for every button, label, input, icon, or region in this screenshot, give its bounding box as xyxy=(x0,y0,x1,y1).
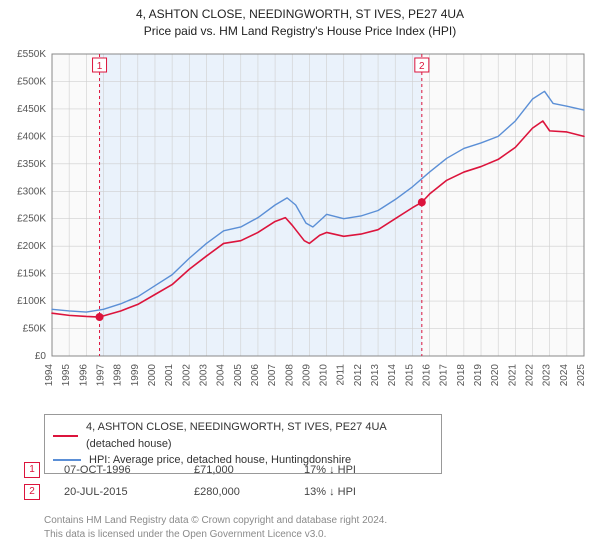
svg-text:2008: 2008 xyxy=(284,364,295,387)
sale-delta-1: 13% ↓ HPI xyxy=(304,486,414,498)
svg-text:£100K: £100K xyxy=(17,296,46,307)
sale-date-1: 20-JUL-2015 xyxy=(64,486,194,498)
sale-rows: 1 07-OCT-1996 £71,000 17% ↓ HPI 2 20-JUL… xyxy=(24,462,584,506)
svg-text:£500K: £500K xyxy=(17,76,46,87)
svg-text:2017: 2017 xyxy=(439,364,450,387)
svg-text:1994: 1994 xyxy=(44,364,55,387)
svg-text:£450K: £450K xyxy=(17,104,46,115)
svg-text:1997: 1997 xyxy=(95,364,106,387)
attribution: Contains HM Land Registry data © Crown c… xyxy=(44,514,564,542)
svg-text:1996: 1996 xyxy=(78,364,89,387)
svg-text:2021: 2021 xyxy=(507,364,518,387)
svg-text:2015: 2015 xyxy=(404,364,415,387)
attribution-line2: This data is licensed under the Open Gov… xyxy=(44,528,564,542)
svg-text:£400K: £400K xyxy=(17,131,46,142)
svg-text:2009: 2009 xyxy=(301,364,312,387)
svg-text:2011: 2011 xyxy=(336,364,347,386)
chart: £0 £50K £100K £150K £200K £250K £300K £350K £400… xyxy=(8,44,592,404)
sale-delta-0: 17% ↓ HPI xyxy=(304,464,414,476)
attribution-line1: Contains HM Land Registry data © Crown c… xyxy=(44,514,564,528)
title-line2: Price paid vs. HM Land Registry's House … xyxy=(0,23,600,40)
svg-text:2004: 2004 xyxy=(216,364,227,387)
svg-text:2: 2 xyxy=(419,61,425,72)
svg-text:1998: 1998 xyxy=(113,364,124,387)
svg-text:£0: £0 xyxy=(35,351,47,362)
svg-text:2012: 2012 xyxy=(353,364,364,387)
svg-text:2016: 2016 xyxy=(422,364,433,387)
legend-swatch-1 xyxy=(53,459,81,461)
sale-badge-0: 1 xyxy=(24,462,40,478)
svg-text:2007: 2007 xyxy=(267,364,278,387)
svg-text:2020: 2020 xyxy=(490,364,501,387)
sale-date-0: 07-OCT-1996 xyxy=(64,464,194,476)
legend-swatch-0 xyxy=(53,435,78,437)
svg-text:£200K: £200K xyxy=(17,241,46,252)
svg-text:2001: 2001 xyxy=(164,364,175,387)
svg-text:2014: 2014 xyxy=(387,364,398,387)
svg-text:£150K: £150K xyxy=(17,269,46,280)
svg-text:2002: 2002 xyxy=(181,364,192,387)
title-line1: 4, ASHTON CLOSE, NEEDINGWORTH, ST IVES, … xyxy=(0,6,600,23)
title-block: 4, ASHTON CLOSE, NEEDINGWORTH, ST IVES, … xyxy=(0,0,600,40)
sale-row-0: 1 07-OCT-1996 £71,000 17% ↓ HPI xyxy=(24,462,584,478)
svg-text:1: 1 xyxy=(97,61,103,72)
sale-price-0: £71,000 xyxy=(194,464,304,476)
sale-row-1: 2 20-JUL-2015 £280,000 13% ↓ HPI xyxy=(24,484,584,500)
chart-svg: £0 £50K £100K £150K £200K £250K £300K £350K £400… xyxy=(8,44,592,404)
svg-text:£300K: £300K xyxy=(17,186,46,197)
svg-text:2010: 2010 xyxy=(319,364,330,387)
chart-container: 4, ASHTON CLOSE, NEEDINGWORTH, ST IVES, … xyxy=(0,0,600,560)
svg-text:2000: 2000 xyxy=(147,364,158,387)
svg-text:2005: 2005 xyxy=(233,364,244,387)
svg-text:£550K: £550K xyxy=(17,49,46,60)
svg-text:1995: 1995 xyxy=(61,364,72,387)
svg-text:1999: 1999 xyxy=(130,364,141,387)
svg-text:£350K: £350K xyxy=(17,159,46,170)
svg-text:£50K: £50K xyxy=(23,324,47,335)
svg-text:2022: 2022 xyxy=(525,364,536,387)
svg-text:2024: 2024 xyxy=(559,364,570,387)
legend-row-0: 4, ASHTON CLOSE, NEEDINGWORTH, ST IVES, … xyxy=(53,419,433,452)
legend-label-0: 4, ASHTON CLOSE, NEEDINGWORTH, ST IVES, … xyxy=(86,419,433,452)
sale-badge-1: 2 xyxy=(24,484,40,500)
svg-text:2013: 2013 xyxy=(370,364,381,387)
svg-text:2003: 2003 xyxy=(198,364,209,387)
svg-text:£250K: £250K xyxy=(17,214,46,225)
svg-text:2006: 2006 xyxy=(250,364,261,387)
svg-text:2018: 2018 xyxy=(456,364,467,387)
svg-text:2023: 2023 xyxy=(542,364,553,387)
svg-text:2019: 2019 xyxy=(473,364,484,387)
sale-price-1: £280,000 xyxy=(194,486,304,498)
svg-text:2025: 2025 xyxy=(576,364,587,387)
